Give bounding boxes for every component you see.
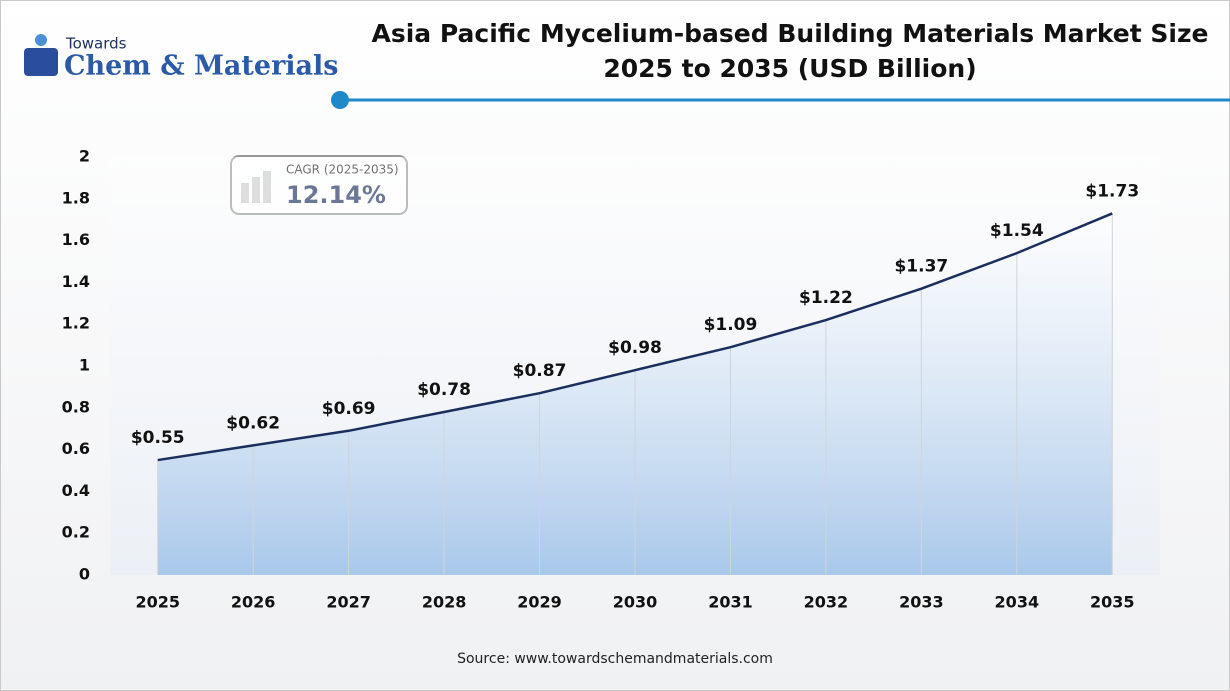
- y-tick-label: 1.8: [62, 188, 90, 207]
- x-tick-label: 2031: [708, 593, 753, 612]
- chart-title: Asia Pacific Mycelium-based Building Mat…: [372, 19, 1209, 48]
- y-tick-label: 1.2: [62, 314, 90, 333]
- data-label: $1.73: [1085, 181, 1139, 201]
- chart-subtitle: 2025 to 2035 (USD Billion): [603, 54, 976, 83]
- logo-icon: [24, 48, 58, 76]
- y-tick-label: 2: [79, 147, 90, 166]
- x-tick-label: 2029: [517, 593, 562, 612]
- x-tick-label: 2026: [231, 593, 276, 612]
- y-tick-label: 1: [79, 356, 90, 375]
- y-tick-label: 0.2: [62, 523, 90, 542]
- x-tick-label: 2028: [422, 593, 467, 612]
- x-tick-label: 2035: [1090, 593, 1135, 612]
- line: [157, 212, 1113, 462]
- y-tick-label: 0.8: [62, 397, 90, 416]
- y-tick-label: 1.6: [62, 230, 90, 249]
- x-tick-label: 2034: [995, 593, 1040, 612]
- logo-small: Towards: [65, 35, 127, 53]
- x-tick-label: 2027: [326, 593, 371, 612]
- y-tick-label: 0: [79, 565, 90, 584]
- logo: Towards Chem & Materials: [24, 34, 339, 82]
- data-label: $0.98: [608, 338, 662, 358]
- x-tick-label: 2032: [804, 593, 849, 612]
- y-tick-label: 0.6: [62, 439, 90, 458]
- data-label: $1.09: [704, 315, 758, 335]
- data-label: $0.69: [322, 399, 376, 419]
- data-label: $0.62: [226, 413, 280, 433]
- data-label: $1.54: [990, 221, 1044, 241]
- logo-icon: [35, 34, 47, 46]
- x-tick-label: 2033: [899, 593, 944, 612]
- source: Source: www.towardschemandmaterials.com: [457, 651, 773, 667]
- y-tick-label: 1.4: [62, 272, 90, 291]
- logo-large: Chem & Materials: [64, 51, 339, 82]
- y-tick-label: 0.4: [62, 481, 90, 500]
- data-label: $0.78: [417, 380, 471, 400]
- title-dot: [331, 91, 349, 109]
- data-label: $0.87: [513, 361, 567, 381]
- data-label: $0.55: [131, 428, 185, 448]
- data-label: $1.22: [799, 288, 853, 308]
- x-tick-label: 2030: [613, 593, 658, 612]
- x-tick-label: 2025: [135, 593, 180, 612]
- data-label: $1.37: [894, 257, 948, 277]
